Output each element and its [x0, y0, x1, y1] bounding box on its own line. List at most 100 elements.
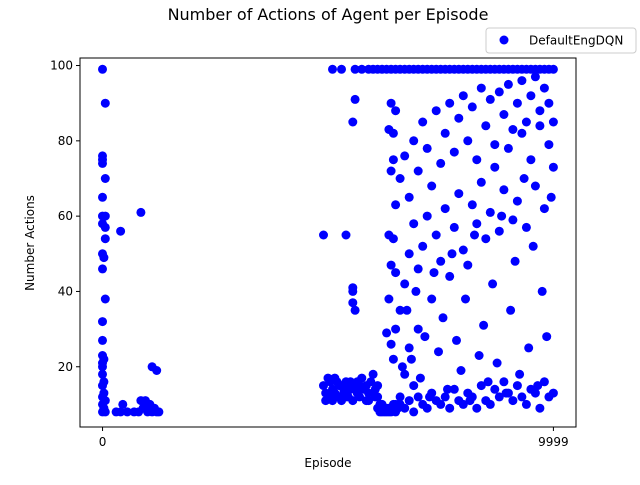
data-point-51: [319, 230, 328, 240]
data-point-157: [479, 320, 489, 330]
data-point-197: [503, 143, 513, 153]
data-point-50: [116, 226, 126, 236]
data-point-133: [386, 98, 396, 108]
data-point-59: [319, 381, 328, 391]
data-point-215: [427, 181, 437, 191]
data-point-193: [485, 207, 495, 217]
data-point-303: [458, 399, 468, 409]
data-point-153: [461, 294, 470, 304]
data-point-35: [122, 407, 132, 417]
data-point-284: [328, 64, 337, 74]
data-point-316: [517, 392, 527, 402]
data-point-166: [519, 174, 529, 183]
data-point-291: [404, 396, 414, 406]
data-point-143: [415, 373, 425, 383]
data-point-159: [488, 279, 498, 289]
data-point-10: [100, 222, 110, 232]
legend: DefaultEngDQN: [485, 27, 637, 54]
data-point-117: [384, 403, 394, 413]
data-point-139: [397, 362, 407, 372]
y-tick-label: 100: [50, 59, 73, 73]
data-point-173: [395, 305, 405, 315]
data-point-311: [494, 392, 504, 402]
data-point-14: [98, 264, 107, 274]
data-point-72: [348, 396, 358, 406]
data-point-179: [422, 211, 432, 221]
data-point-236: [521, 117, 531, 127]
data-point-287: [357, 64, 367, 74]
data-point-13: [99, 253, 109, 263]
data-point-203: [530, 181, 540, 191]
data-point-92: [373, 392, 383, 402]
data-point-16: [98, 317, 107, 327]
data-point-5: [100, 174, 110, 183]
data-point-242: [548, 117, 558, 127]
data-point-186: [454, 189, 464, 199]
data-point-24: [98, 381, 107, 391]
data-point-169: [533, 381, 543, 391]
data-point-226: [476, 83, 486, 93]
data-point-305: [467, 392, 477, 402]
legend-marker: [499, 35, 509, 45]
data-point-182: [436, 256, 446, 266]
data-point-34: [111, 407, 121, 417]
data-point-142: [411, 286, 421, 296]
data-point-300: [445, 403, 455, 413]
data-point-310: [490, 384, 500, 394]
data-point-49: [136, 207, 146, 217]
data-point-146: [429, 268, 439, 278]
data-point-96: [334, 392, 344, 402]
data-point-46: [154, 407, 164, 417]
data-point-84: [323, 373, 333, 383]
data-point-230: [494, 87, 504, 97]
y-tick-label: 20: [58, 360, 73, 374]
data-point-8: [100, 211, 110, 221]
data-point-220: [449, 147, 459, 157]
data-point-147: [434, 347, 443, 357]
data-point-31: [100, 407, 110, 417]
data-point-209: [400, 151, 410, 161]
data-point-144: [420, 332, 430, 342]
data-point-6: [98, 192, 107, 202]
data-point-75: [355, 392, 365, 402]
data-point-309: [485, 399, 495, 409]
y-tick-label: 60: [58, 209, 73, 223]
data-point-171: [542, 332, 552, 342]
chart-title: Number of Actions of Agent per Episode: [168, 5, 489, 24]
data-point-288: [364, 64, 374, 74]
data-point-129: [388, 155, 398, 165]
data-point-298: [436, 399, 446, 409]
data-point-320: [535, 403, 545, 413]
data-point-134: [395, 392, 405, 402]
data-point-150: [447, 249, 457, 259]
plot-area: [79, 57, 577, 428]
data-point-53: [350, 94, 360, 104]
data-point-149: [443, 384, 452, 394]
data-point-1: [100, 98, 110, 108]
x-axis-label: Episode: [304, 456, 351, 470]
data-point-127: [391, 200, 401, 210]
data-point-164: [510, 256, 520, 266]
data-point-11: [100, 234, 110, 244]
data-point-118: [382, 328, 392, 338]
data-point-221: [454, 113, 464, 123]
data-point-307: [476, 381, 486, 391]
data-point-293: [413, 392, 423, 402]
data-point-239: [535, 106, 545, 116]
data-point-151: [452, 335, 461, 345]
data-point-321: [539, 377, 549, 387]
y-tick-label: 40: [58, 284, 73, 298]
data-point-202: [526, 155, 536, 165]
data-point-121: [391, 324, 401, 334]
data-point-132: [391, 106, 401, 116]
data-point-222: [458, 91, 468, 101]
data-point-126: [384, 230, 394, 240]
data-point-314: [508, 396, 518, 406]
data-point-296: [427, 388, 437, 398]
data-point-212: [413, 166, 423, 176]
data-point-306: [472, 403, 482, 413]
data-point-181: [431, 230, 441, 240]
data-point-48: [152, 366, 162, 375]
data-point-176: [409, 219, 419, 229]
